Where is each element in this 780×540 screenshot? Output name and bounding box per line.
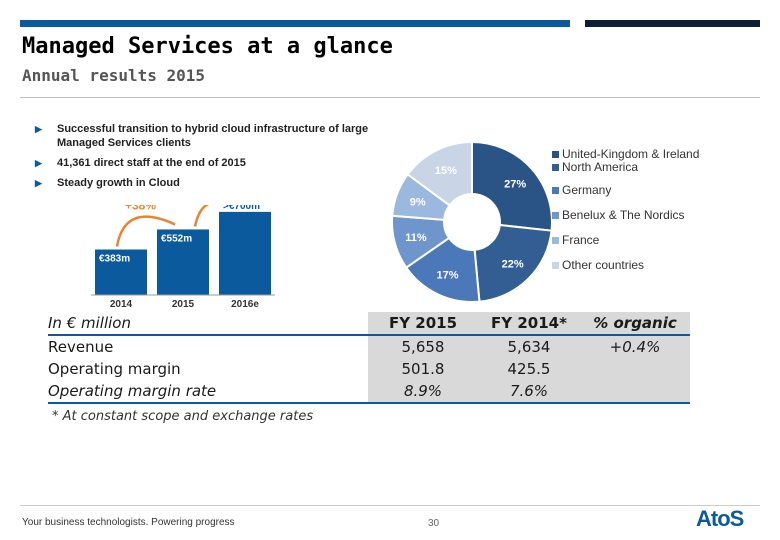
legend-swatch (552, 212, 559, 219)
x-tick-label: 2014 (110, 299, 133, 310)
bar (219, 211, 271, 295)
table-row-label: Operating margin rate (48, 382, 217, 400)
legend-swatch (552, 164, 559, 171)
pie-slice (471, 140, 552, 232)
table-cell: 7.6% (478, 380, 580, 402)
bullet-text: Steady growth in Cloud (57, 177, 180, 189)
revenue-by-country-donut-chart: 27% 22% 17% 11% 9% 15% (392, 140, 552, 303)
footer-tagline: Your business technologists. Powering pr… (22, 517, 235, 528)
pie-slice-label: 9% (410, 197, 426, 209)
legend-label: Germany (562, 183, 612, 197)
bullet-item: ▶ 41,361 direct staff at the end of 2015 (35, 156, 405, 170)
table-footnote: * At constant scope and exchange rates (52, 409, 314, 424)
bullet-item: ▶ Steady growth in Cloud (35, 176, 405, 190)
table-cell: 5,658 (368, 336, 478, 358)
table-cell: +0.4% (580, 336, 690, 358)
legend-swatch (552, 187, 559, 194)
growth-label: +38% (125, 205, 156, 212)
pie-slice-label: 15% (435, 165, 457, 177)
legend-label: France (562, 233, 600, 247)
header-dark-bar (585, 20, 760, 27)
table-row-label: Operating margin (48, 360, 181, 378)
pie-slice (406, 140, 473, 207)
bullet-list: ▶ Successful transition to hybrid cloud … (35, 122, 405, 196)
x-tick-label: 2015 (172, 299, 195, 310)
legend-item: United-Kingdom & Ireland (552, 148, 762, 161)
table-cell: 425.5 (478, 358, 580, 380)
legend-item: North America (552, 161, 762, 174)
table-header-organic: % organic (580, 312, 690, 334)
table-cell: 8.9% (368, 380, 478, 402)
results-table: In € million FY 2015 FY 2014* % organic … (48, 312, 690, 404)
bullet-item: ▶ Successful transition to hybrid cloud … (35, 122, 405, 150)
table-cell: 501.8 (368, 358, 478, 380)
table-bottom-rule (48, 402, 690, 404)
bar-value-label: €383m (99, 254, 130, 265)
legend-item: France (552, 234, 762, 247)
table-cell (580, 380, 690, 402)
table-cell: 5,634 (478, 336, 580, 358)
table-row-label: Revenue (48, 338, 114, 356)
pie-slice (404, 236, 481, 303)
legend-swatch (552, 151, 559, 158)
growth-arrow-icon (115, 215, 176, 247)
pie-legend: United-Kingdom & Ireland North America Ger… (552, 148, 762, 272)
table-header-rule (48, 334, 690, 336)
legend-label: United-Kingdom & Ireland (562, 147, 700, 161)
footer-divider (20, 505, 760, 506)
bullet-text: Successful transition to hybrid cloud in… (57, 123, 369, 149)
legend-item: Other countries (552, 259, 762, 272)
pie-slice-label: 17% (437, 270, 459, 282)
title-divider (20, 97, 760, 98)
pie-slice-label: 11% (405, 232, 427, 244)
legend-swatch (552, 262, 559, 269)
bar (95, 249, 147, 295)
bar-value-label: €552m (161, 233, 192, 244)
pie-slice-label: 27% (504, 178, 526, 190)
legend-item: Germany (552, 184, 762, 197)
table-header-fy2015: FY 2015 (368, 312, 478, 334)
legend-label: Benelux & The Nordics (562, 208, 685, 222)
bullet-arrow-icon: ▶ (35, 158, 42, 168)
pie-slice-label: 22% (502, 258, 524, 270)
growth-arrow-icon (193, 205, 221, 227)
header-accent-bar (20, 20, 570, 27)
table-header-label: In € million (48, 314, 131, 332)
bar (157, 229, 209, 295)
page-subtitle: Annual results 2015 (22, 66, 206, 85)
atos-logo: AtoS (696, 506, 744, 531)
pie-slice (473, 223, 552, 303)
legend-label: Other countries (562, 258, 645, 272)
bar-value-label: >€700m (223, 205, 260, 212)
bullet-arrow-icon: ▶ (35, 124, 42, 134)
bullet-arrow-icon: ▶ (35, 178, 42, 188)
legend-label: North America (562, 160, 639, 174)
bullet-text: 41,361 direct staff at the end of 2015 (57, 157, 246, 169)
legend-item: Benelux & The Nordics (552, 209, 762, 222)
x-tick-label: 2016e (231, 299, 259, 310)
page-number: 30 (428, 518, 440, 529)
table-header-fy2014: FY 2014* (478, 312, 580, 334)
table-cell (580, 358, 690, 380)
legend-swatch (552, 237, 559, 244)
page-title: Managed Services at a glance (22, 34, 393, 59)
cloud-revenue-bar-chart: €383m 2014 €552m 2015 >€700m 2016e +38% (91, 205, 275, 310)
